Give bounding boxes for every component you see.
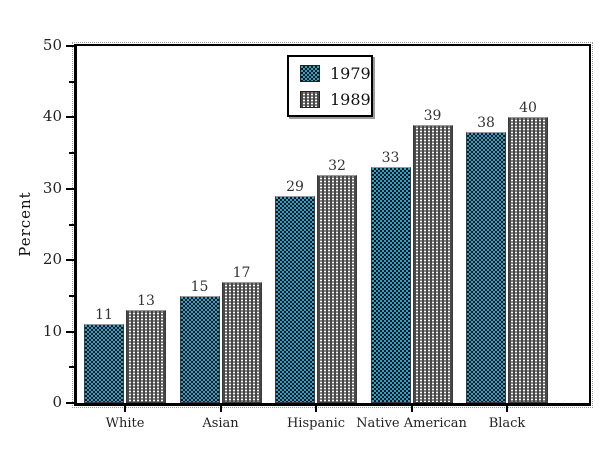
y-minor-tick-25 — [69, 224, 74, 226]
bar-1979-hispanic: 29 — [275, 179, 315, 403]
bar-value-1979-black: 38 — [477, 115, 495, 131]
y-tick-label-50: 50 — [42, 36, 62, 54]
y-tick-0 — [66, 402, 74, 404]
x-tick-black — [506, 406, 508, 412]
bar-value-1979-native-american: 33 — [381, 150, 400, 166]
bar-value-1979-asian: 15 — [190, 279, 209, 295]
x-tick-hispanic — [315, 406, 317, 412]
bar-group-native-american: 33 39 — [370, 108, 453, 403]
y-tick-50 — [66, 45, 74, 47]
y-tick-label-30: 30 — [42, 179, 62, 197]
x-label-hispanic: Hispanic — [286, 416, 346, 431]
bar-value-1979-white: 11 — [95, 307, 113, 323]
bar-value-1989-white: 13 — [137, 293, 155, 309]
bar-value-1989-black: 40 — [519, 100, 537, 116]
bar-1989-asian: 17 — [221, 265, 262, 403]
y-tick-10 — [66, 331, 74, 333]
legend-swatch-1979 — [300, 64, 320, 82]
bar-1989-hispanic: 32 — [317, 158, 357, 403]
legend-label-1979: 1979 — [330, 63, 371, 83]
bar-1989-black: 40 — [508, 100, 548, 403]
legend-row-1979: 1979 — [300, 64, 371, 83]
bar-1979-black: 38 — [466, 115, 506, 403]
bar-group-white: 11 13 — [84, 293, 166, 403]
y-tick-label-20: 20 — [42, 250, 62, 268]
y-tick-40 — [66, 116, 74, 118]
bar-value-1989-asian: 17 — [232, 265, 251, 281]
y-tick-label-0: 0 — [52, 393, 62, 411]
y-tick-label-40: 40 — [42, 107, 62, 125]
x-label-black: Black — [488, 416, 526, 431]
legend: 1979 1989 — [287, 55, 373, 117]
x-tick-white — [124, 406, 126, 412]
bar-1989-native-american: 39 — [412, 108, 453, 403]
x-label-asian: Asian — [202, 416, 239, 431]
y-minor-tick-5 — [69, 366, 74, 368]
bar-value-1989-hispanic: 32 — [328, 158, 346, 174]
y-axis-title: Percent — [16, 191, 34, 257]
x-label-white: White — [105, 416, 145, 431]
bar-1979-white: 11 — [84, 307, 124, 403]
bar-1979-asian: 15 — [179, 279, 220, 403]
legend-row-1989: 1989 — [300, 90, 371, 109]
x-tick-asian — [219, 406, 222, 412]
bar-value-1979-hispanic: 29 — [286, 179, 304, 195]
y-minor-tick-45 — [69, 81, 74, 83]
y-tick-30 — [66, 188, 74, 190]
y-minor-tick-35 — [69, 152, 74, 154]
x-label-native-american: Native American — [356, 416, 467, 431]
bar-1989-white: 13 — [126, 293, 166, 403]
y-minor-tick-15 — [69, 295, 74, 297]
y-tick-20 — [66, 259, 74, 261]
bar-1979-native-american: 33 — [370, 150, 411, 403]
legend-swatch-1989 — [300, 90, 320, 108]
y-tick-label-10: 10 — [42, 322, 62, 340]
legend-label-1989: 1989 — [330, 89, 371, 109]
bar-value-1989-native-american: 39 — [423, 108, 442, 124]
bar-group-hispanic: 29 32 — [275, 158, 357, 403]
bar-group-black: 38 40 — [466, 100, 548, 403]
x-tick-native-american — [410, 406, 413, 412]
bar-group-asian: 15 17 — [179, 265, 262, 403]
